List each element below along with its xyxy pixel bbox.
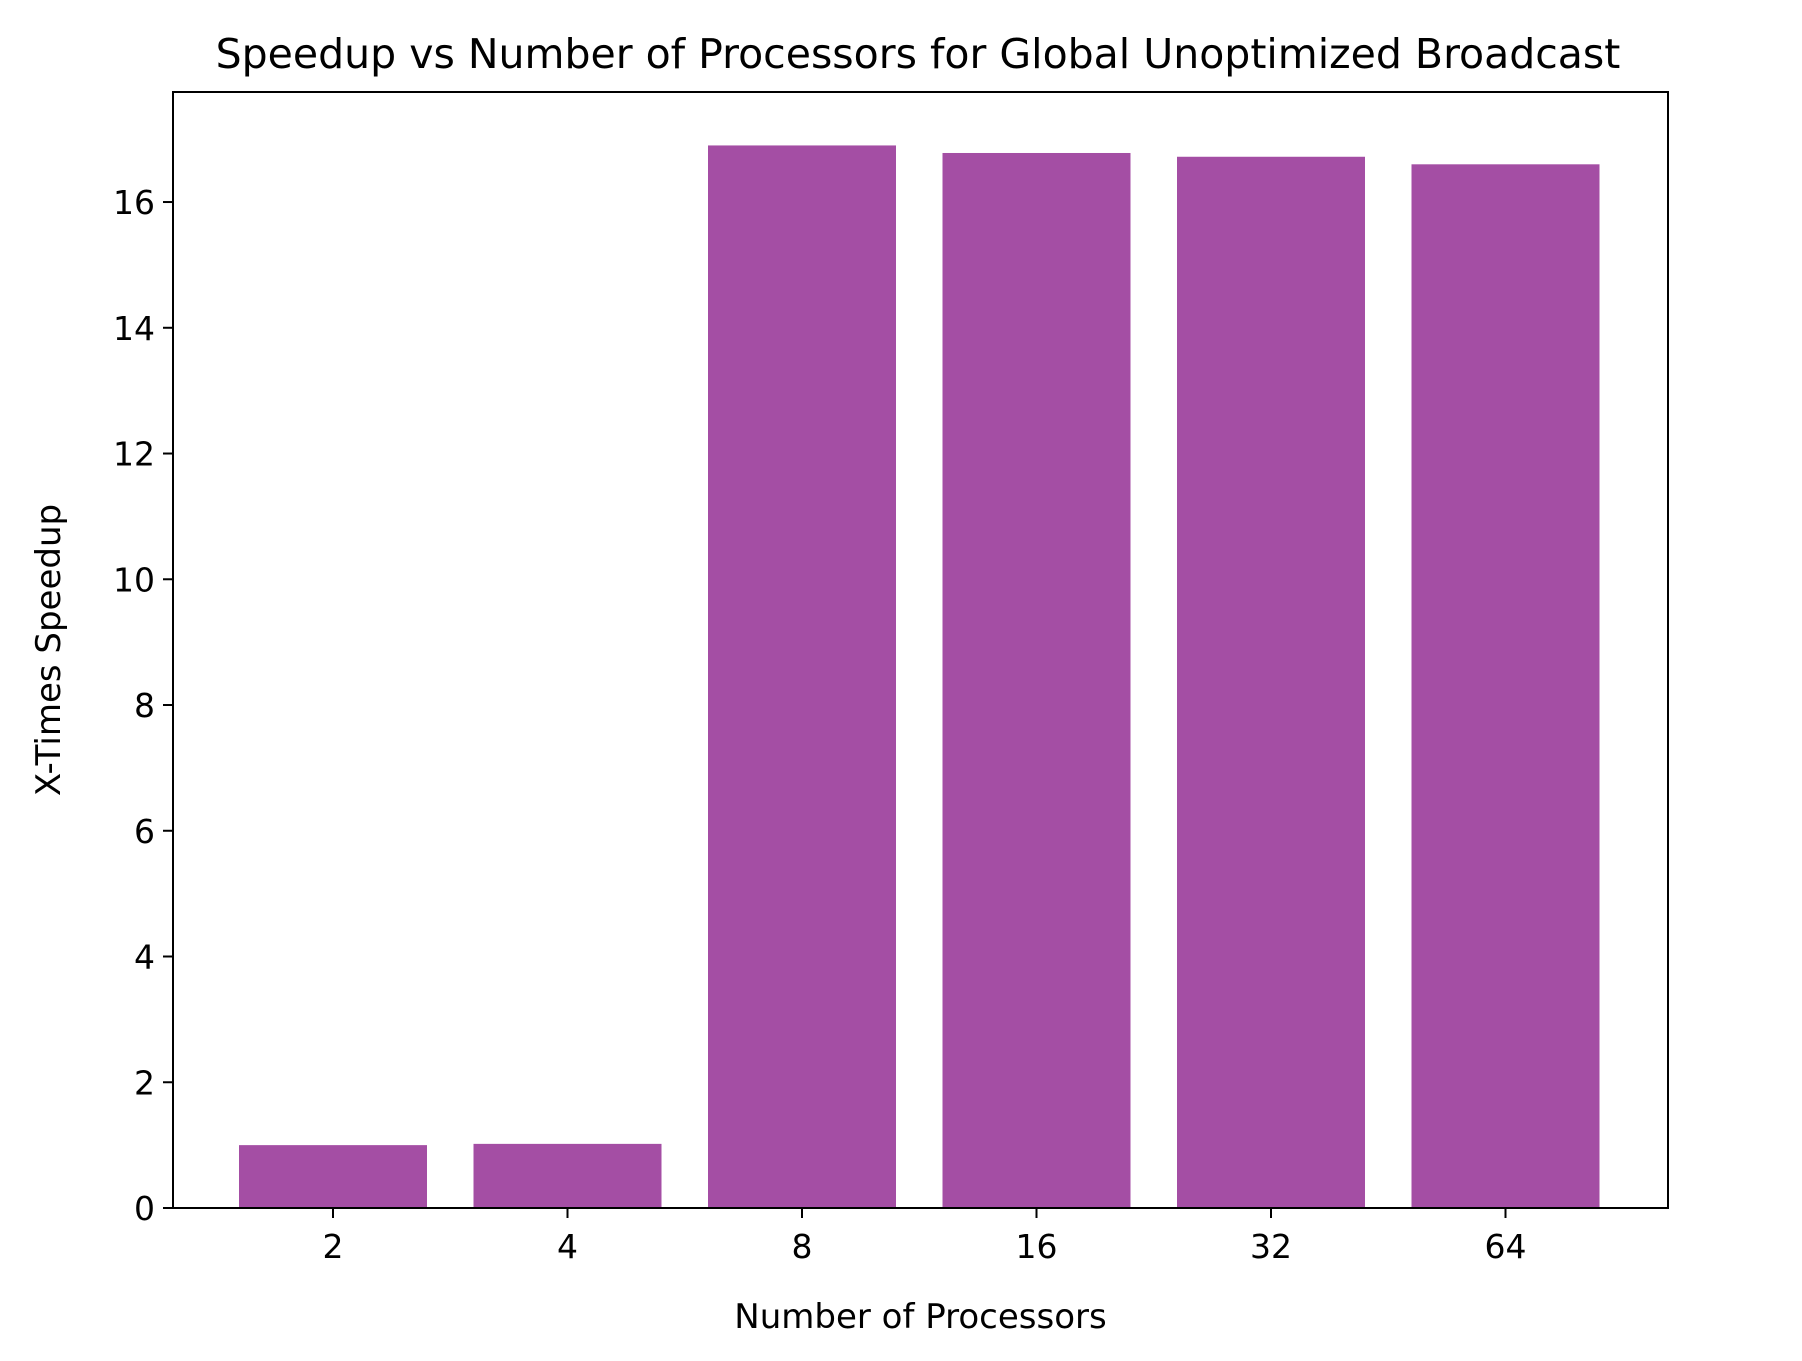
x-tick-label: 2	[323, 1227, 344, 1266]
y-tick-label: 4	[134, 938, 155, 977]
y-tick-label: 8	[134, 686, 155, 725]
y-tick-label: 14	[113, 309, 155, 348]
chart-title: Speedup vs Number of Processors for Glob…	[216, 30, 1621, 78]
x-axis-label: Number of Processors	[734, 1297, 1106, 1337]
x-tick-label: 16	[1016, 1227, 1058, 1266]
y-tick-label: 12	[113, 435, 155, 474]
x-tick-label: 32	[1250, 1227, 1292, 1266]
y-tick-label: 10	[113, 560, 155, 599]
y-tick-label: 16	[113, 183, 155, 222]
bar-32	[1177, 156, 1365, 1209]
x-tick-label: 4	[557, 1227, 578, 1266]
bar-16	[942, 152, 1131, 1208]
bar-4	[473, 1143, 662, 1208]
bars-group	[239, 145, 1600, 1209]
y-axis-label: X-Times Speedup	[29, 504, 69, 796]
x-tick-label: 64	[1485, 1227, 1527, 1266]
y-tick-label: 2	[134, 1063, 155, 1102]
bar-8	[708, 145, 896, 1208]
bar-2	[239, 1145, 427, 1208]
bar-64	[1411, 164, 1600, 1209]
x-axis: 2 4 8 16 32 64	[323, 1208, 1527, 1266]
y-tick-label: 6	[134, 812, 155, 851]
plot-frame	[172, 91, 1669, 1209]
y-axis: 0 2 4 6 8 10 12 14 16	[113, 183, 173, 1228]
x-tick-label: 8	[792, 1227, 813, 1266]
y-tick-label: 0	[134, 1189, 155, 1228]
